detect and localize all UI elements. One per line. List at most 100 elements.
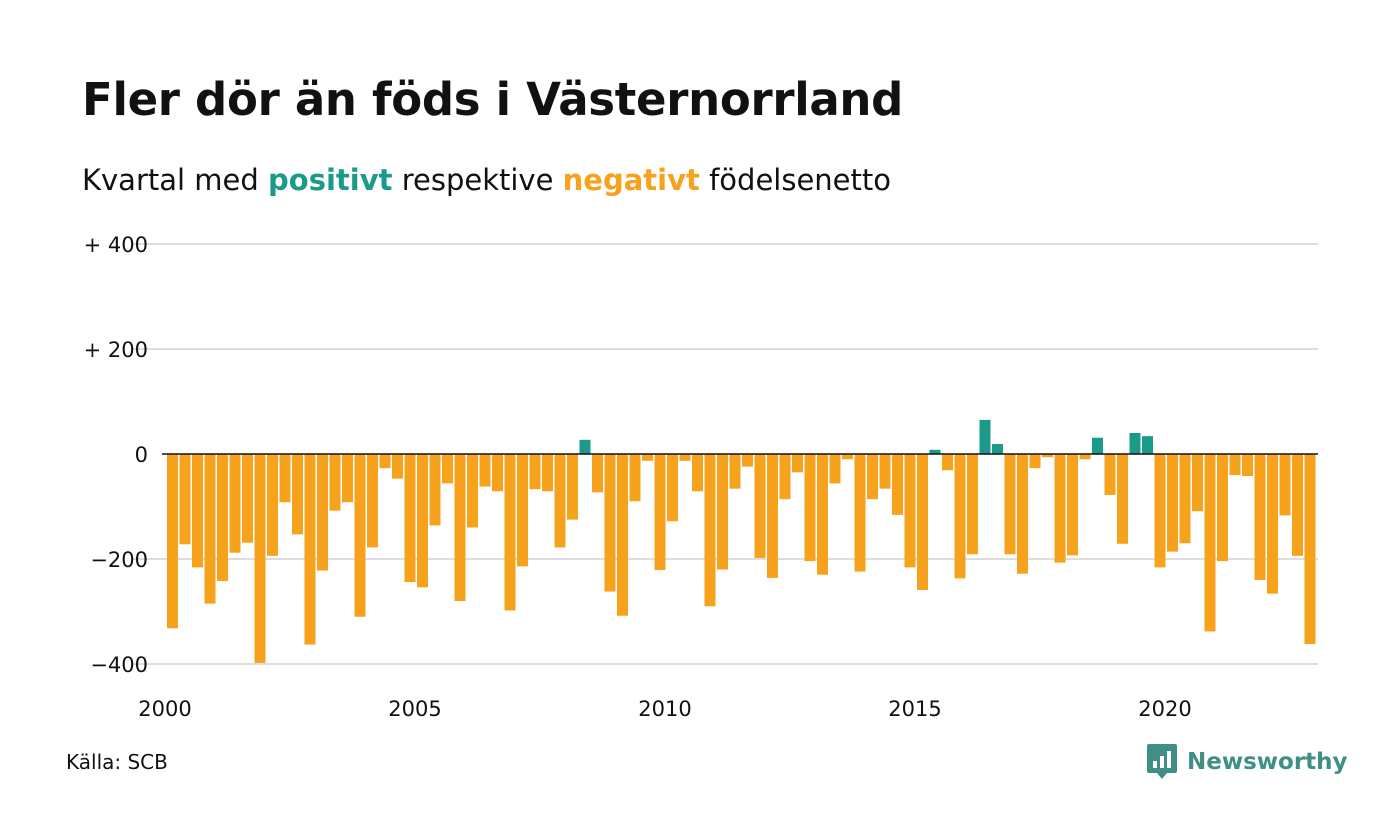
bar xyxy=(929,449,941,454)
bar xyxy=(954,454,966,579)
bar xyxy=(454,454,466,601)
y-tick-label: −200 xyxy=(90,548,148,572)
bar xyxy=(854,454,866,572)
bar xyxy=(1129,433,1141,454)
y-axis-ticks: + 400 + 200 0 −200 −400 xyxy=(84,233,148,677)
bar xyxy=(429,454,441,526)
newsworthy-logo[interactable]: Newsworthy xyxy=(1146,742,1348,782)
bar xyxy=(417,454,428,588)
bar xyxy=(904,454,916,568)
bar xyxy=(1042,454,1053,458)
bar xyxy=(1104,454,1116,495)
source-note: Källa: SCB xyxy=(66,750,168,774)
bar xyxy=(1192,454,1203,512)
bar xyxy=(1179,454,1191,544)
bar xyxy=(204,454,216,604)
bar xyxy=(1117,454,1128,544)
newsworthy-logo-icon xyxy=(1147,744,1177,779)
bar xyxy=(604,454,616,592)
bar xyxy=(304,454,316,645)
bar xyxy=(317,454,328,571)
bar xyxy=(867,454,878,500)
bar xyxy=(729,454,741,489)
y-tick-label: 0 xyxy=(135,443,148,467)
bar xyxy=(529,454,541,490)
bar xyxy=(717,454,728,570)
bar xyxy=(1079,454,1091,460)
bar xyxy=(517,454,528,567)
bar xyxy=(779,454,791,500)
bar xyxy=(554,454,566,548)
bar xyxy=(492,454,503,492)
bar xyxy=(267,454,278,556)
bar xyxy=(467,454,478,528)
bar xyxy=(217,454,228,582)
bar xyxy=(1304,454,1316,645)
x-tick-label: 2010 xyxy=(638,697,691,721)
subtitle-lead: Kvartal med xyxy=(82,163,269,197)
bars xyxy=(167,419,1316,663)
subtitle-middle: respektive xyxy=(392,163,563,197)
bar xyxy=(354,454,366,617)
bar xyxy=(1004,454,1016,555)
bar xyxy=(292,454,303,535)
brand-name: Newsworthy xyxy=(1187,749,1348,775)
bar xyxy=(567,454,578,520)
x-axis-ticks: 2000 2005 2010 2015 2020 xyxy=(138,697,1191,721)
bar xyxy=(1217,454,1228,562)
bar xyxy=(742,454,753,467)
bar xyxy=(192,454,203,568)
bar xyxy=(1142,436,1153,454)
bar xyxy=(242,454,253,543)
bar xyxy=(1092,437,1103,454)
chart-title: Fler dör än föds i Västernorrland xyxy=(82,73,904,126)
bar xyxy=(442,454,453,484)
bar xyxy=(1279,454,1291,516)
bar xyxy=(829,454,841,484)
subtitle-positive-word: positivt xyxy=(268,163,393,197)
chart-subtitle: Kvartal med positivt respektive negativt… xyxy=(82,160,891,200)
x-tick-label: 2005 xyxy=(388,697,441,721)
bar xyxy=(1017,454,1028,574)
bar xyxy=(579,439,591,454)
bar xyxy=(967,454,978,555)
subtitle-negative-word: negativt xyxy=(562,163,700,197)
bar xyxy=(1054,454,1066,563)
y-tick-label: −400 xyxy=(90,653,148,677)
bar xyxy=(279,454,291,503)
bar xyxy=(917,454,928,590)
bar xyxy=(592,454,603,493)
bar xyxy=(1254,454,1266,580)
bar xyxy=(479,454,491,487)
bar xyxy=(1204,454,1216,632)
bar xyxy=(504,454,516,611)
bar xyxy=(992,444,1003,454)
x-tick-label: 2015 xyxy=(888,697,941,721)
bar xyxy=(892,454,903,515)
bar xyxy=(767,454,778,578)
bar xyxy=(404,454,416,583)
bar xyxy=(704,454,716,607)
bar xyxy=(1029,454,1041,469)
bar xyxy=(842,454,853,460)
bar xyxy=(1267,454,1278,594)
x-tick-label: 2000 xyxy=(138,697,191,721)
bar xyxy=(817,454,828,575)
bar xyxy=(804,454,816,562)
bar xyxy=(654,454,666,571)
subtitle-tail: födelsenetto xyxy=(699,163,891,197)
bar xyxy=(979,419,991,454)
bar xyxy=(167,454,178,629)
bar xyxy=(179,454,191,545)
bar xyxy=(1067,454,1078,556)
y-tick-label: + 200 xyxy=(84,338,148,362)
bar xyxy=(692,454,703,492)
bar xyxy=(229,454,241,553)
bar xyxy=(542,454,553,492)
bar xyxy=(792,454,803,473)
bar xyxy=(367,454,378,548)
bar xyxy=(379,454,391,469)
bar xyxy=(1229,454,1241,475)
bar xyxy=(1167,454,1178,552)
